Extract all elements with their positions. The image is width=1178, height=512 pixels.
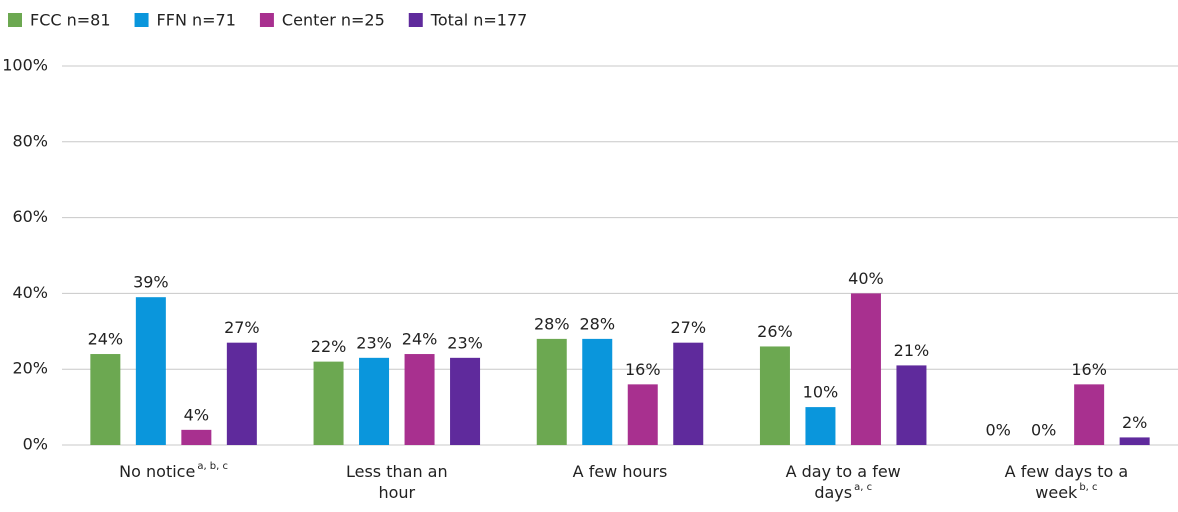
category-line: A few days to a bbox=[1005, 462, 1128, 481]
category-text: A few days to a week bbox=[1005, 462, 1128, 502]
legend-label: Center n=25 bbox=[282, 11, 385, 30]
category-text: Less than an hour bbox=[346, 462, 448, 502]
bar bbox=[450, 357, 481, 445]
value-label: 10% bbox=[803, 383, 839, 402]
bar bbox=[896, 365, 927, 445]
value-label: 28% bbox=[534, 314, 570, 333]
x-tick-label: A few days to a week b, c bbox=[1005, 462, 1128, 502]
value-label: 27% bbox=[224, 318, 260, 337]
bar bbox=[1119, 437, 1150, 445]
legend-swatch bbox=[134, 13, 149, 27]
legend-label: Total n=177 bbox=[430, 11, 528, 30]
category-line: hour bbox=[378, 483, 415, 502]
bar bbox=[536, 338, 567, 445]
value-label: 4% bbox=[184, 405, 209, 424]
x-tick-label: Less than an hour bbox=[346, 462, 448, 502]
value-label: 24% bbox=[402, 330, 438, 349]
bar bbox=[181, 429, 212, 445]
bar bbox=[582, 338, 613, 445]
category-text: No notice bbox=[119, 462, 195, 481]
legend-label: FFN n=71 bbox=[157, 11, 236, 30]
value-label: 28% bbox=[579, 314, 615, 333]
value-label: 16% bbox=[1071, 360, 1107, 379]
bar bbox=[313, 361, 344, 445]
category-line: days bbox=[814, 483, 852, 502]
value-label: 0% bbox=[985, 421, 1010, 440]
x-tick-label: A day to a few days a, c bbox=[786, 462, 901, 502]
legend-swatch bbox=[259, 13, 274, 27]
bar bbox=[627, 384, 658, 445]
y-tick-label: 40% bbox=[12, 283, 48, 302]
bar bbox=[850, 293, 881, 445]
category-line: A day to a few bbox=[786, 462, 901, 481]
category-line: A few hours bbox=[573, 462, 668, 481]
bar bbox=[135, 297, 166, 445]
category-note: a, c bbox=[854, 482, 872, 493]
category-line: Less than an bbox=[346, 462, 448, 481]
value-label: 40% bbox=[848, 269, 884, 288]
category-note: b, c bbox=[1079, 482, 1097, 493]
value-label: 2% bbox=[1122, 413, 1147, 432]
value-label: 16% bbox=[625, 360, 661, 379]
value-label: 22% bbox=[311, 337, 347, 356]
y-tick-label: 20% bbox=[12, 359, 48, 378]
legend-swatch bbox=[8, 13, 22, 27]
y-tick-label: 100% bbox=[2, 56, 48, 75]
bar bbox=[759, 346, 790, 445]
bar bbox=[404, 354, 435, 445]
category-text: A day to a few days bbox=[786, 462, 901, 502]
value-label: 0% bbox=[1031, 421, 1056, 440]
y-tick-label: 60% bbox=[12, 207, 48, 226]
value-label: 27% bbox=[670, 318, 706, 337]
category-text: A few hours bbox=[573, 462, 668, 481]
bar bbox=[90, 354, 121, 445]
value-label: 39% bbox=[133, 273, 169, 292]
bar bbox=[1074, 384, 1105, 445]
value-label: 21% bbox=[894, 341, 930, 360]
legend-label: FCC n=81 bbox=[30, 11, 111, 30]
value-label: 26% bbox=[757, 322, 793, 341]
value-label: 24% bbox=[88, 330, 124, 349]
x-tick-label: No notice a, b, c bbox=[119, 461, 228, 481]
y-tick-label: 0% bbox=[23, 435, 48, 454]
category-line: week bbox=[1035, 483, 1078, 502]
y-tick-label: 80% bbox=[12, 131, 48, 150]
x-tick-label: A few hours bbox=[573, 462, 668, 481]
legend-swatch bbox=[408, 13, 423, 27]
bar bbox=[805, 407, 836, 445]
bar bbox=[226, 342, 257, 445]
value-label: 23% bbox=[447, 333, 483, 352]
bar bbox=[673, 342, 704, 445]
bar bbox=[359, 357, 390, 445]
category-line: No notice bbox=[119, 462, 195, 481]
value-label: 23% bbox=[356, 333, 392, 352]
category-note: a, b, c bbox=[197, 461, 228, 472]
